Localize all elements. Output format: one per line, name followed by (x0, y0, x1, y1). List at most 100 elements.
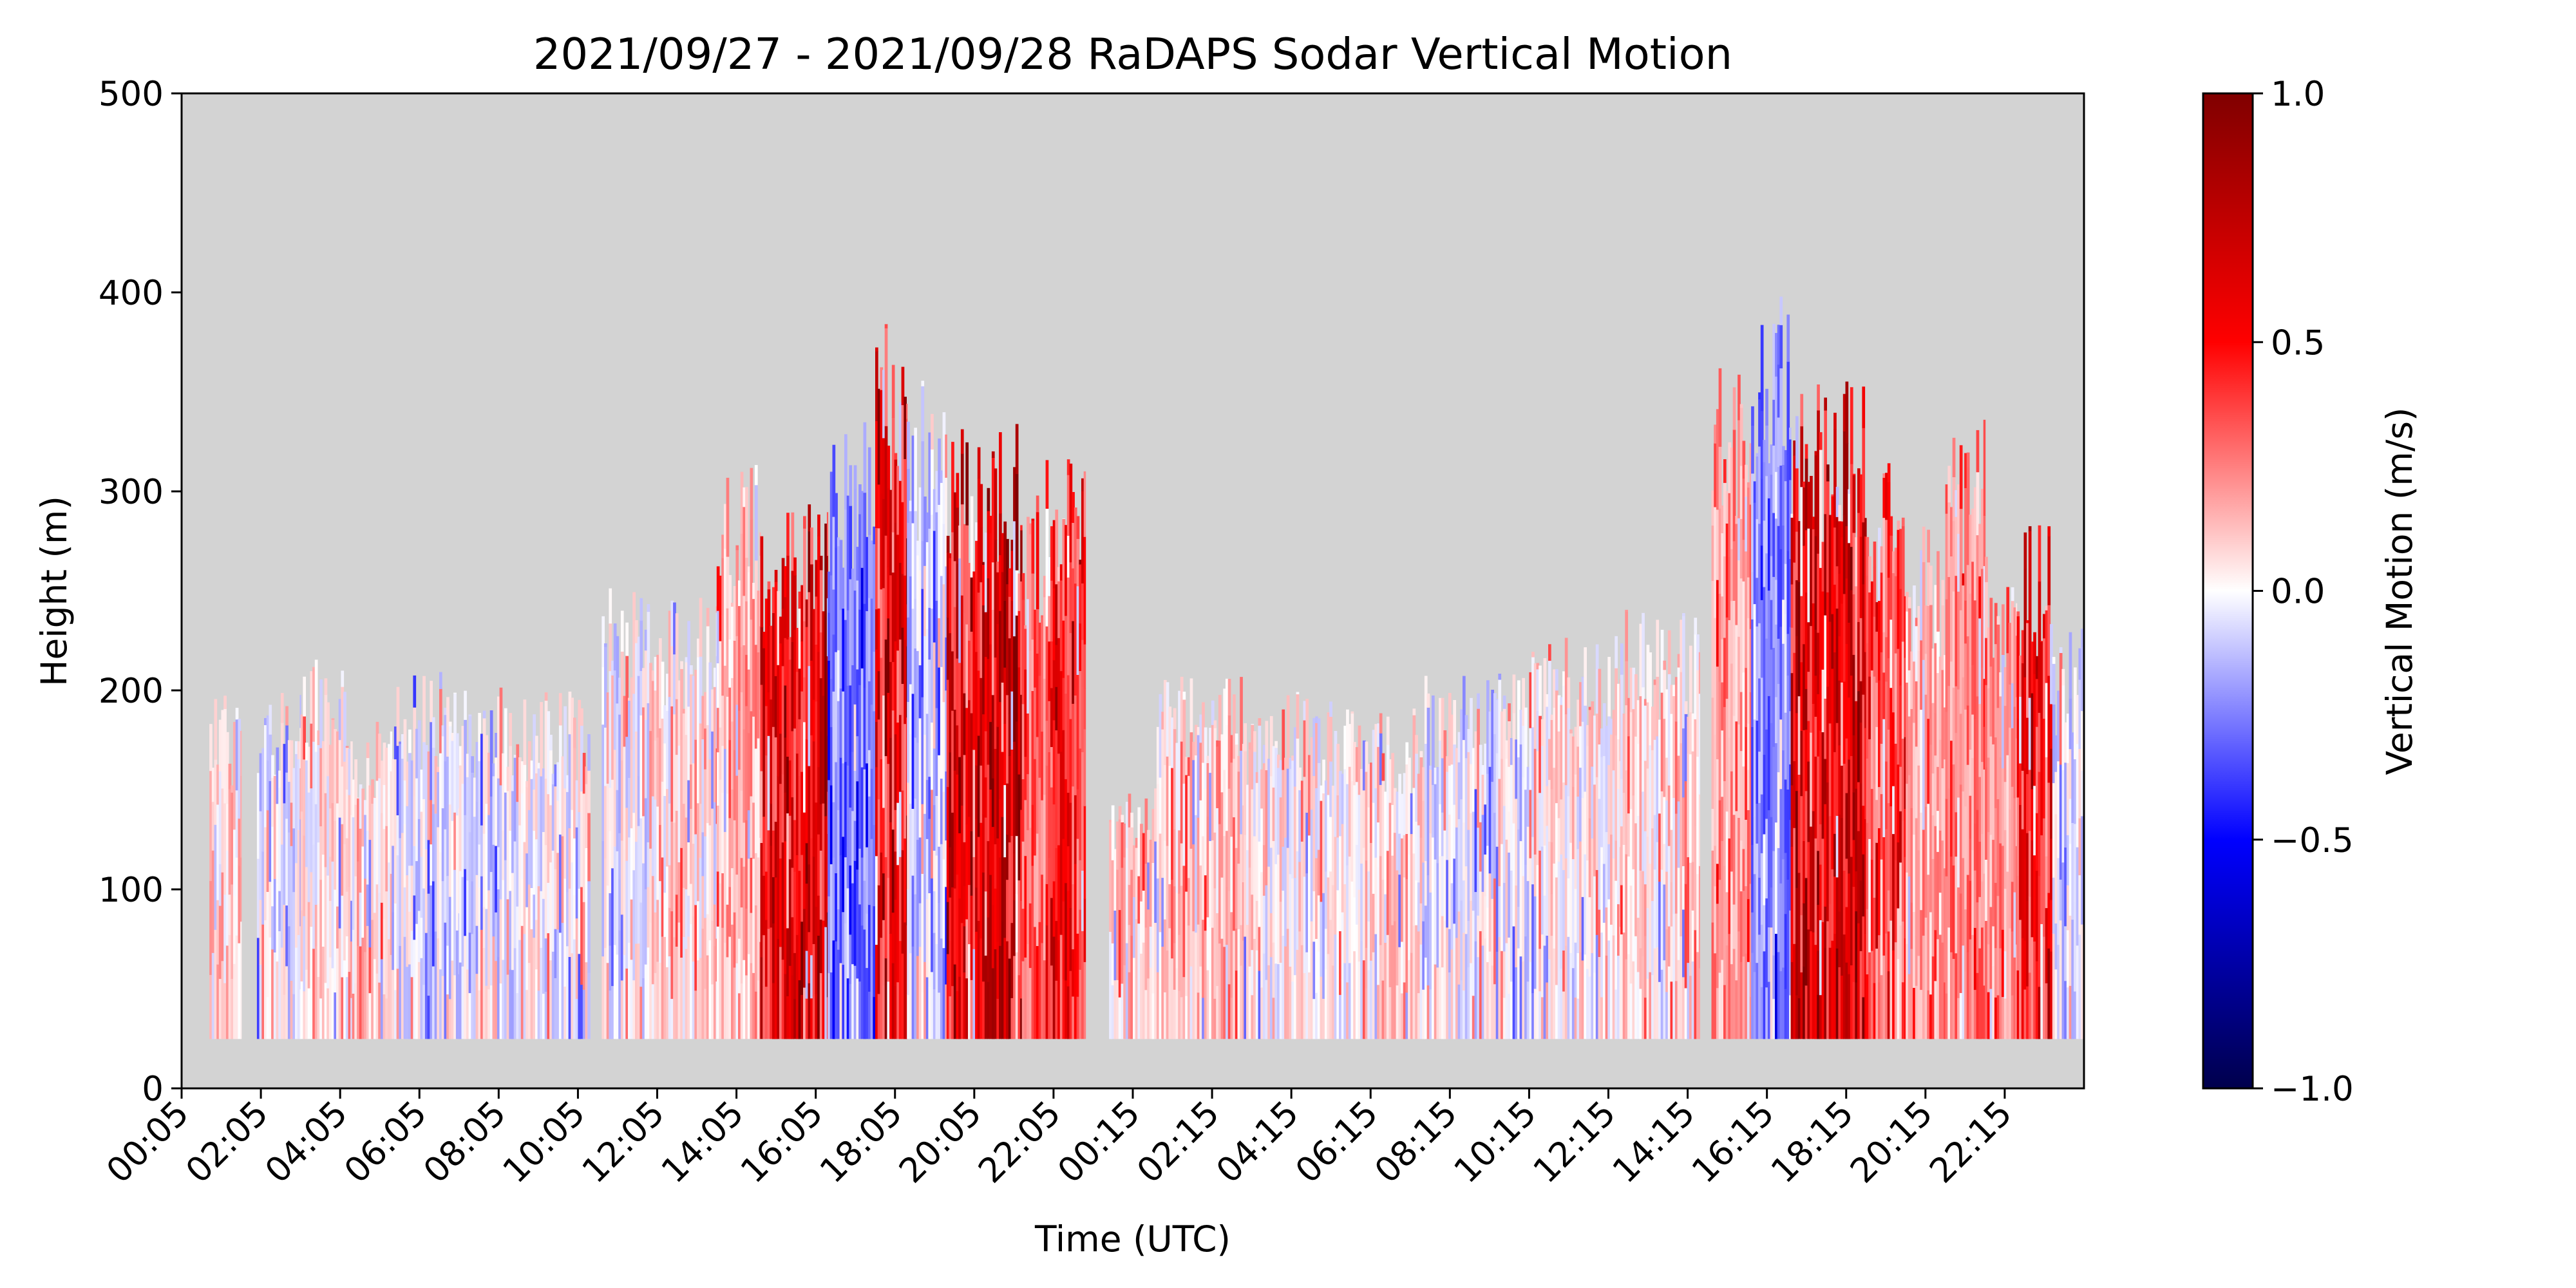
heatmap-cell (1627, 697, 1631, 737)
heatmap-cell (1065, 693, 1068, 779)
heatmap-cell (1835, 723, 1839, 816)
heatmap-cell (1994, 882, 1998, 949)
heatmap-cell (1714, 886, 1717, 954)
heatmap-cell (2069, 748, 2072, 799)
heatmap-cell (495, 912, 498, 961)
heatmap-cell (1072, 492, 1075, 523)
heatmap-cell (1062, 730, 1066, 839)
heatmap-cell (659, 962, 662, 1039)
heatmap-cell (1401, 838, 1404, 942)
heatmap-cell (1336, 837, 1340, 891)
heatmap-cell (911, 608, 915, 694)
heatmap-cell (1619, 761, 1621, 848)
heatmap-cell (1282, 709, 1285, 770)
heatmap-cell (1643, 699, 1647, 706)
heatmap-cell (1159, 931, 1162, 1039)
heatmap-cell (1665, 800, 1669, 872)
heatmap-cell (949, 632, 952, 753)
heatmap-cell (392, 845, 395, 913)
heatmap-cell (375, 884, 379, 974)
x-tick-label: 02:15 (1130, 1094, 1227, 1191)
heatmap-cell (1579, 952, 1582, 1039)
heatmap-cell (1658, 813, 1662, 882)
heatmap-cell (1855, 585, 1858, 701)
heatmap-cell (1393, 788, 1397, 833)
heatmap-cell (1917, 711, 1921, 766)
heatmap-cell (1267, 965, 1271, 1039)
heatmap-cell (2061, 862, 2065, 934)
heatmap-cell (716, 752, 720, 806)
heatmap-cell (1711, 580, 1715, 698)
heatmap-cell (1398, 773, 1401, 834)
heatmap-cell (506, 974, 510, 1039)
heatmap-cell (982, 872, 985, 982)
heatmap-cell (218, 978, 222, 1039)
heatmap-cell (750, 795, 753, 858)
heatmap-cell (1517, 906, 1520, 949)
heatmap-cell (819, 632, 823, 679)
heatmap-cell (798, 775, 802, 871)
heatmap-cell (1803, 481, 1806, 488)
heatmap-cell (2021, 663, 2025, 771)
heatmap-cell (478, 930, 481, 990)
heatmap-cell (352, 779, 355, 818)
heatmap-cell (1894, 860, 1898, 943)
heatmap-cell (1831, 496, 1835, 614)
heatmap-cell (918, 570, 922, 666)
heatmap-cell (800, 585, 804, 641)
heatmap-cell (970, 831, 974, 896)
heatmap-cell (805, 950, 809, 999)
heatmap-cell (764, 920, 768, 987)
heatmap-cell (745, 820, 748, 909)
heatmap-cell (644, 719, 648, 799)
heatmap-cell (1195, 932, 1198, 1039)
heatmap-cell (1540, 846, 1544, 935)
heatmap-cell (863, 422, 867, 493)
heatmap-cell (1593, 715, 1596, 785)
heatmap-cell (1574, 997, 1578, 1039)
heatmap-cell (1508, 703, 1511, 721)
heatmap-cell (554, 869, 558, 929)
heatmap-cell (1204, 727, 1208, 790)
heatmap-cell (625, 968, 629, 1039)
heatmap-cell (1852, 532, 1856, 594)
heatmap-cell (829, 785, 833, 864)
heatmap-cell (723, 831, 727, 943)
heatmap-cell (849, 807, 853, 866)
heatmap-cell (1718, 446, 1722, 509)
heatmap-cell (764, 755, 768, 872)
heatmap-cell (488, 815, 491, 891)
heatmap-cell (1966, 952, 1970, 1039)
heatmap-cell (819, 850, 823, 920)
heatmap-cell (1235, 970, 1238, 1039)
heatmap-cell (1760, 794, 1764, 853)
heatmap-cell (759, 555, 761, 627)
heatmap-cell (478, 713, 481, 761)
heatmap-cell (310, 926, 314, 1039)
heatmap-cell (1034, 855, 1037, 927)
heatmap-cell (1807, 842, 1811, 930)
heatmap-cell (1841, 536, 1844, 604)
heatmap-cell (1878, 600, 1881, 681)
heatmap-cell (485, 908, 489, 986)
heatmap-cell (269, 734, 272, 781)
heatmap-cell (777, 858, 781, 939)
heatmap-cell (863, 492, 867, 604)
heatmap-cell (509, 713, 512, 746)
heatmap-cell (1230, 911, 1234, 998)
heatmap-cell (348, 886, 352, 972)
heatmap-cell (1989, 666, 1993, 737)
heatmap-cell (956, 724, 960, 775)
heatmap-cell (1457, 762, 1461, 819)
heatmap-cell (2002, 996, 2005, 1039)
heatmap-cell (1658, 719, 1662, 735)
heatmap-cell (1591, 701, 1595, 767)
heatmap-cell (547, 711, 551, 795)
heatmap-cell (343, 960, 346, 1039)
heatmap-cell (1945, 711, 1949, 799)
heatmap-cell (1625, 853, 1628, 960)
heatmap-cell (1732, 600, 1736, 716)
heatmap-cell (1937, 631, 1940, 674)
heatmap-cell (1915, 985, 1918, 1039)
heatmap-cell (1564, 638, 1568, 715)
